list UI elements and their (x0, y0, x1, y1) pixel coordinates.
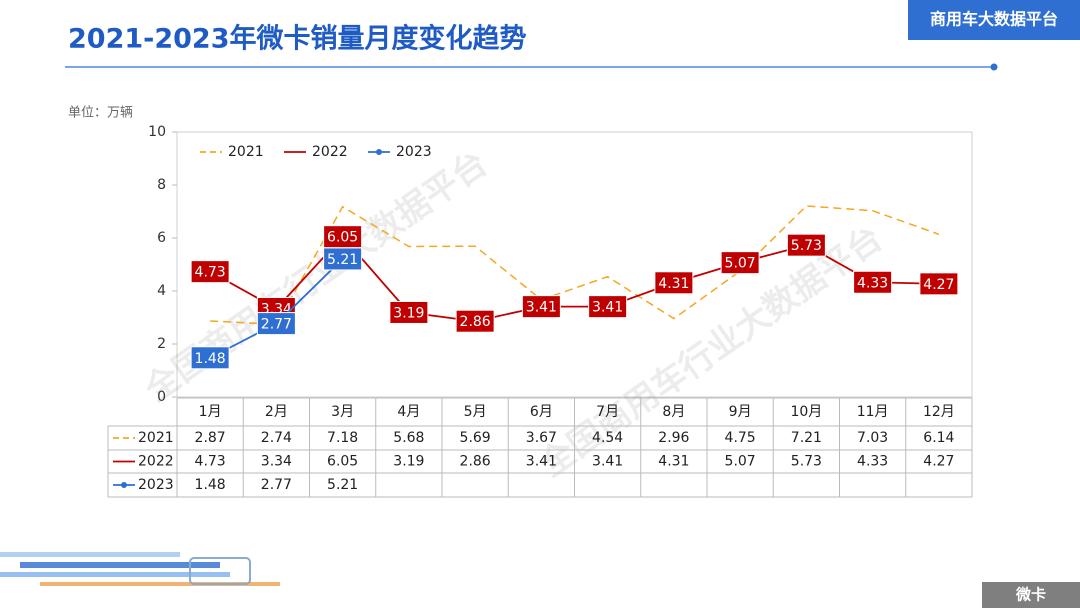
x-tick-label: 2月 (265, 404, 288, 420)
legend-swatch (121, 482, 127, 488)
x-tick-label: 11月 (857, 404, 889, 420)
x-tick-label: 5月 (464, 404, 487, 420)
x-tick-label: 9月 (729, 404, 752, 420)
footer-tag: 微卡 (1015, 586, 1046, 604)
label-box (455, 309, 495, 333)
table-cell: 3.41 (526, 454, 557, 470)
label-box (853, 270, 893, 294)
table-cell: 4.75 (725, 430, 756, 446)
table-cell: 2.86 (460, 454, 491, 470)
table-cell: 5.73 (791, 454, 822, 470)
table-cell: 2.87 (195, 430, 226, 446)
label-box (720, 251, 760, 275)
table-cell: 7.18 (327, 430, 358, 446)
table-cell: 4.31 (658, 454, 689, 470)
plot-frame (176, 131, 973, 398)
table-row-name: 2022 (138, 454, 174, 470)
data-label: 4.73 (195, 265, 226, 281)
decoration (0, 552, 280, 586)
data-label: 6.05 (327, 230, 358, 246)
data-label: 3.41 (526, 300, 557, 316)
y-tick-label: 10 (148, 124, 166, 140)
x-tick-label: 7月 (596, 404, 619, 420)
label-box (521, 295, 561, 319)
table-cell: 5.21 (327, 477, 358, 493)
table-cell: 3.19 (393, 454, 424, 470)
data-label: 5.07 (725, 256, 756, 272)
table-cell: 7.03 (857, 430, 888, 446)
table-cell: 4.54 (592, 430, 623, 446)
data-label: 2.77 (261, 317, 292, 333)
chart-title: 2021-2023年微卡销量月度变化趋势 (68, 23, 527, 55)
label-box (654, 271, 694, 295)
table-cell: 3.67 (526, 430, 557, 446)
data-label: 4.27 (923, 277, 954, 293)
table-cell: 5.68 (393, 430, 424, 446)
table-cell: 2.74 (261, 430, 292, 446)
data-label: 2.86 (460, 314, 491, 330)
x-tick-label: 3月 (331, 404, 354, 420)
x-tick-label: 8月 (662, 404, 685, 420)
table-cell: 4.73 (195, 454, 226, 470)
y-tick-label: 0 (157, 389, 166, 405)
table-cell: 5.69 (460, 430, 491, 446)
label-box (256, 312, 296, 336)
label-box (786, 233, 826, 257)
label-box (190, 346, 230, 370)
x-tick-label: 1月 (199, 404, 222, 420)
table-cell: 3.34 (261, 454, 292, 470)
table-cell: 6.05 (327, 454, 358, 470)
brand: 商用车大数据平台 (930, 10, 1058, 29)
table-row-name: 2021 (138, 430, 174, 446)
label-box (588, 295, 628, 319)
unit-label: 单位：万辆 (68, 106, 133, 121)
y-tick-label: 4 (157, 283, 166, 299)
table-cell: 1.48 (195, 477, 226, 493)
legend-label: 2023 (396, 144, 432, 160)
table-cell: 2.77 (261, 477, 292, 493)
table-cell: 3.41 (592, 454, 623, 470)
y-tick-label: 8 (157, 177, 166, 193)
table-cell: 6.14 (923, 430, 954, 446)
table-row-name: 2023 (138, 477, 174, 493)
y-tick-label: 2 (157, 336, 166, 352)
table-cell: 5.07 (725, 454, 756, 470)
x-tick-label: 4月 (397, 404, 420, 420)
x-tick-label: 6月 (530, 404, 553, 420)
brand-box (908, 0, 1080, 40)
data-label: 4.33 (857, 275, 888, 291)
table-cell: 4.33 (857, 454, 888, 470)
legend-swatch (376, 149, 382, 155)
rule-dot (990, 63, 998, 71)
table-cell: 2.96 (658, 430, 689, 446)
data-label: 4.31 (658, 276, 689, 292)
data-label: 3.41 (592, 300, 623, 316)
label-box (389, 300, 429, 324)
data-label: 5.73 (791, 238, 822, 254)
x-tick-label: 10月 (790, 404, 822, 420)
watermark: 全国商用车行业大数据平台 (137, 143, 495, 410)
legend-label: 2021 (228, 144, 264, 160)
table-cell: 4.27 (923, 454, 954, 470)
data-label: 3.19 (393, 305, 424, 321)
x-tick-label: 12月 (923, 404, 955, 420)
label-box (919, 272, 959, 296)
legend-label: 2022 (312, 144, 348, 160)
tag-box (982, 582, 1080, 608)
data-label: 1.48 (195, 351, 226, 367)
table-cell: 7.21 (791, 430, 822, 446)
watermark: 全国商用车行业大数据平台 (532, 218, 890, 485)
label-box (190, 260, 230, 284)
y-tick-label: 6 (157, 230, 166, 246)
label-box (323, 247, 363, 271)
data-label: 5.21 (327, 252, 358, 268)
